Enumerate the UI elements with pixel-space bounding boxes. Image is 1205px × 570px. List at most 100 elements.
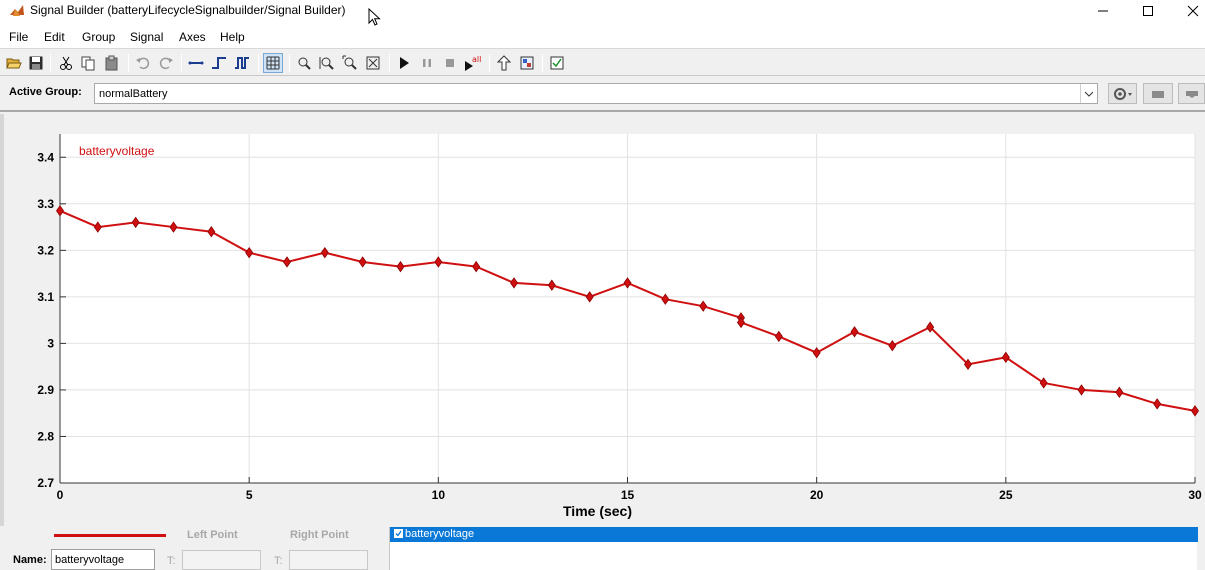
data-point-marker[interactable]	[623, 277, 632, 289]
data-point-marker[interactable]	[207, 226, 216, 238]
data-point-marker[interactable]	[888, 340, 897, 352]
menu-help[interactable]: Help	[220, 30, 245, 44]
step-signal-button[interactable]	[209, 53, 229, 73]
pulse-icon	[235, 57, 249, 69]
pause-simulation-button[interactable]	[417, 53, 437, 73]
toolbar-separator	[389, 54, 390, 72]
active-group-select[interactable]: normalBattery	[94, 83, 1098, 104]
show-model-button[interactable]	[517, 53, 537, 73]
fit-view-icon	[366, 56, 380, 70]
data-point-marker[interactable]	[320, 246, 329, 259]
y-tick-label: 2.7	[37, 476, 54, 490]
menu-file[interactable]: File	[9, 30, 29, 44]
menu-axes[interactable]: Axes	[179, 30, 206, 44]
data-point-marker[interactable]	[1039, 377, 1048, 389]
data-point-marker[interactable]	[737, 316, 745, 329]
minimize-button[interactable]	[1080, 0, 1126, 22]
redo-icon	[159, 57, 173, 70]
y-tick-label: 3.2	[37, 243, 54, 257]
toolbar-separator	[258, 54, 259, 72]
data-point-marker[interactable]	[93, 221, 102, 233]
data-point-marker[interactable]	[850, 326, 859, 338]
maximize-button[interactable]	[1125, 0, 1171, 22]
data-point-marker[interactable]	[472, 260, 481, 273]
data-point-marker[interactable]	[1001, 351, 1010, 364]
data-point-marker[interactable]	[1115, 386, 1124, 398]
data-point-marker[interactable]	[283, 256, 291, 268]
data-point-marker[interactable]	[1191, 405, 1199, 417]
play-icon	[400, 57, 409, 69]
start-simulation-button[interactable]	[394, 53, 414, 73]
paste-button[interactable]	[102, 53, 122, 73]
signal-properties-panel: Left Point Right Point Name: batteryvolt…	[0, 526, 1205, 570]
group-tab-button[interactable]	[1143, 83, 1173, 104]
data-point-marker[interactable]	[56, 205, 64, 217]
verification-button[interactable]	[547, 53, 567, 73]
add-segment-button[interactable]	[186, 53, 206, 73]
zoom-x-icon	[298, 57, 311, 70]
menu-group[interactable]: Group	[82, 30, 116, 44]
data-point-marker[interactable]	[812, 347, 821, 359]
y-tick-label: 3	[47, 336, 54, 350]
grid-toggle-button[interactable]	[263, 53, 283, 73]
data-point-marker[interactable]	[169, 221, 178, 233]
grid-icon	[266, 56, 280, 70]
save-button[interactable]	[26, 53, 46, 73]
data-point-marker[interactable]	[434, 256, 443, 268]
data-point-marker[interactable]	[699, 300, 708, 312]
minimize-icon	[1098, 10, 1108, 12]
zoom-x-button[interactable]	[294, 53, 314, 73]
zoom-y-button[interactable]	[317, 53, 337, 73]
checkbox-icon[interactable]	[394, 529, 403, 538]
group-collapse-button[interactable]	[1178, 83, 1205, 104]
run-all-button[interactable]: all	[463, 53, 483, 73]
signal-chart[interactable]: 0 5 10 15 20 25 30 2.7 2.8 2.9 3 3.1 3.2 3.3 3.4 batte…	[4, 114, 1205, 526]
signal-line-sample[interactable]	[54, 534, 166, 537]
fit-to-view-button[interactable]	[363, 53, 383, 73]
redo-button[interactable]	[156, 53, 176, 73]
stop-simulation-button[interactable]	[440, 53, 460, 73]
open-folder-icon	[6, 58, 22, 69]
signal-name-field[interactable]: batteryvoltage	[51, 549, 155, 570]
data-point-marker[interactable]	[585, 291, 594, 303]
data-point-marker[interactable]	[358, 256, 367, 268]
right-point-t-field[interactable]	[289, 550, 368, 570]
x-tick-label: 10	[432, 488, 446, 502]
data-point-marker[interactable]	[396, 260, 405, 273]
run-all-icon: all	[465, 55, 481, 71]
data-point-marker[interactable]	[1153, 398, 1162, 410]
data-point-marker[interactable]	[774, 330, 783, 343]
open-button[interactable]	[4, 53, 24, 73]
series-line[interactable]	[59, 209, 1196, 412]
data-point-marker[interactable]	[510, 277, 518, 289]
toolbar-separator	[289, 54, 290, 72]
zoom-xy-button[interactable]	[340, 53, 360, 73]
group-options-button[interactable]	[1108, 83, 1137, 104]
left-point-label: Left Point	[187, 529, 238, 541]
data-point-marker[interactable]	[926, 321, 935, 333]
chevron-down-icon	[1080, 84, 1097, 103]
undo-button[interactable]	[133, 53, 153, 73]
signal-list-item[interactable]: batteryvoltage	[390, 527, 1198, 542]
data-point-marker[interactable]	[547, 279, 556, 291]
data-point-marker[interactable]	[245, 246, 254, 259]
toolbar-separator	[50, 54, 51, 72]
data-point-marker[interactable]	[131, 216, 140, 229]
menu-signal[interactable]: Signal	[130, 30, 164, 44]
toolbar-separator	[128, 54, 129, 72]
pause-icon	[423, 59, 431, 67]
toolbar: all	[0, 48, 1205, 76]
show-block-button[interactable]	[494, 53, 514, 73]
series-batteryvoltage[interactable]	[56, 205, 1199, 417]
data-point-marker[interactable]	[964, 358, 972, 371]
data-point-marker[interactable]	[1077, 384, 1086, 396]
step-icon	[212, 57, 226, 69]
close-button[interactable]	[1170, 0, 1205, 22]
menu-edit[interactable]: Edit	[44, 30, 65, 44]
copy-button[interactable]	[78, 53, 98, 73]
window-title: Signal Builder (batteryLifecycleSignalbu…	[30, 3, 346, 17]
data-point-marker[interactable]	[661, 293, 670, 305]
pulse-signal-button[interactable]	[232, 53, 252, 73]
cut-button[interactable]	[56, 53, 76, 73]
left-point-t-field[interactable]	[182, 550, 261, 570]
